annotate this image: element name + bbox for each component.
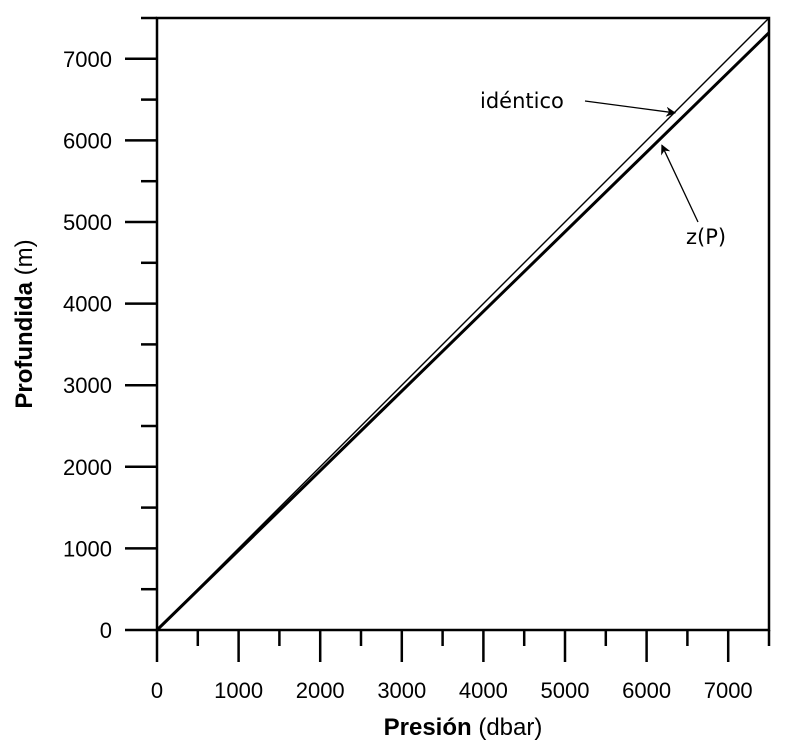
plot-frame: [155, 16, 771, 632]
y-axis-label-name: Profundida: [11, 281, 38, 408]
y-axis-label: Profundida (m): [11, 239, 38, 408]
x-tick-label: 0: [151, 678, 163, 703]
x-tick-label: 7000: [704, 678, 753, 703]
x-axis-label: Presión (dbar): [384, 714, 543, 741]
series-line-2: [155, 31, 771, 632]
x-tick-label: 4000: [459, 678, 508, 703]
y-tick-label: 6000: [63, 128, 112, 153]
y-tick-label: 1000: [63, 536, 112, 561]
annotations: idéntico z(P): [480, 89, 726, 249]
series-line-1: [156, 17, 770, 631]
x-tick-label: 1000: [214, 678, 263, 703]
x-tick-label: 2000: [296, 678, 345, 703]
ticks-layer: 0 1000 2000 3000 4000 5000 6000 7000 0 1000 2000 30…: [63, 16, 771, 703]
identico-label: idéntico: [480, 89, 564, 113]
y-tick-label: 0: [100, 618, 112, 643]
zp-arrow: [661, 144, 699, 223]
x-tick-label: 6000: [622, 678, 671, 703]
y-tick-label: 7000: [63, 47, 112, 72]
y-tick-label: 3000: [63, 373, 112, 398]
y-tick-label: 4000: [63, 292, 112, 317]
y-tick-label: 2000: [63, 455, 112, 480]
x-axis-label-unit: (dbar): [472, 714, 543, 741]
y-tick-label: 5000: [63, 210, 112, 235]
series-layer: [155, 17, 771, 632]
y-axis-label-unit: (m): [11, 239, 38, 282]
zp-label: z(P): [686, 225, 726, 249]
x-axis-label-name: Presión: [384, 714, 472, 741]
x-tick-label: 3000: [377, 678, 426, 703]
x-tick-label: 5000: [541, 678, 590, 703]
identico-arrow: [584, 100, 677, 117]
